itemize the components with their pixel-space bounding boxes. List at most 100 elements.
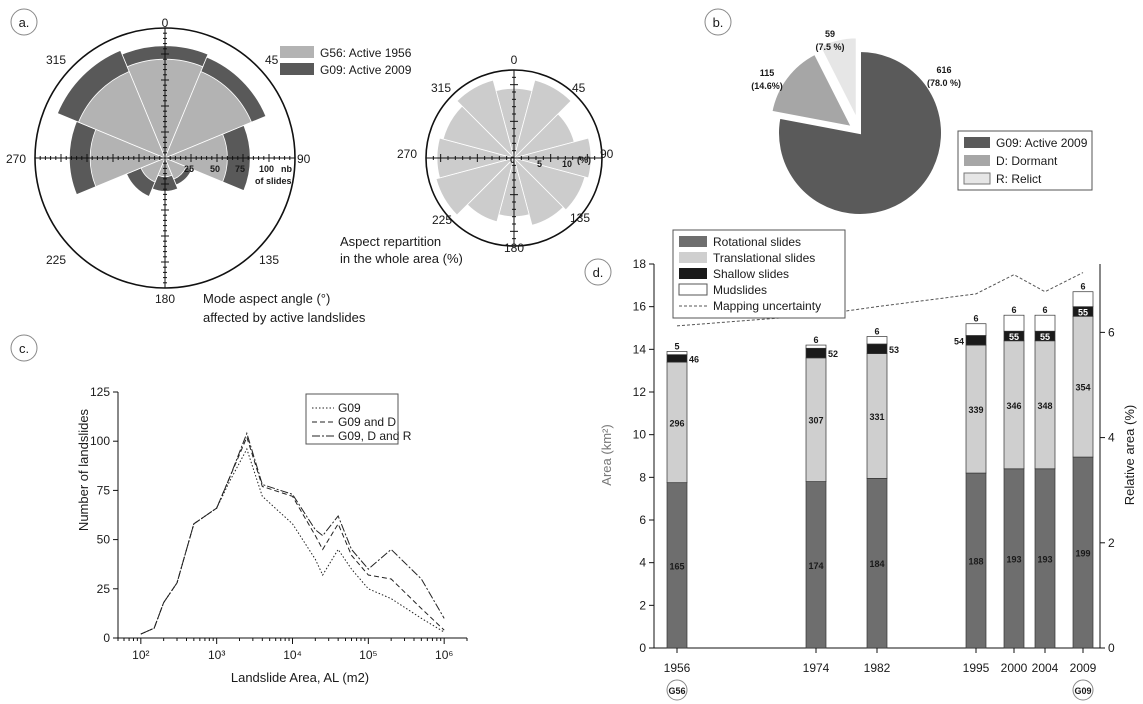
y-tick-label-d-right: 2 [1108,536,1115,550]
line-series-3 [140,431,445,635]
year-badge-label: G56 [668,686,685,696]
bar-mudslides-label: 6 [874,327,879,337]
bar-mudslides-label: 5 [674,341,679,351]
legend-swatch-rotational [679,236,707,247]
bar-mudslides [805,344,827,349]
bar-shallow-label: 46 [689,354,699,364]
rose-small-angle-90: 90 [600,147,614,161]
bar-translational-label: 354 [1075,383,1090,393]
legend-swatch-relict [963,172,991,185]
bar-translational-label: 296 [669,418,684,428]
legend-label-dormant: D: Dormant [996,154,1058,168]
pie-label-count-r: 59 [825,29,835,39]
bar-rotational-label: 193 [1037,554,1052,564]
legend-label-rotational: Rotational slides [713,235,801,249]
rose-main-unit-2: of slides [255,176,292,186]
panel-a: a. 0 45 90 135 180 225 270 315 25 50 75 … [6,8,614,325]
rose-main-angle-270: 270 [6,152,26,166]
bar-mudslides [1003,314,1025,332]
bar-translational-label: 307 [808,416,823,426]
y-tick-label-c: 100 [90,434,110,448]
legend-label-g09-c: G09 [338,401,361,415]
panel-d-label: d. [593,265,604,280]
rose-small-wedge [513,156,564,226]
rose-main-angle-135: 135 [259,253,279,267]
rose-main-rtick-75: 75 [235,164,245,174]
rose-main-rtick-100: 100 [259,164,274,174]
rose-small-wedge [512,157,586,211]
bar-shallow-label: 55 [1009,332,1019,342]
x-tick-label-c: 10⁶ [435,648,453,662]
rose-small-caption-1: Aspect repartition [340,234,441,249]
x-tick-label-c: 10² [132,648,149,662]
bar-shallow-label: 55 [1078,307,1088,317]
panel-d-badge [584,258,612,286]
x-tick-label-d: 1956 [664,661,691,675]
y-tick-label-d-right: 6 [1108,325,1115,339]
rose-small-angle-225: 225 [432,213,452,227]
pie-label-pct-a: (78.0 %) [927,78,961,88]
y-tick-label-d: 2 [639,598,646,612]
rose-small-rtick-5: 5 [537,159,542,169]
rose-main-caption-2: affected by active landslides [203,310,366,325]
rose-main-unit: nb [281,164,292,174]
y-tick-label-d: 10 [633,428,647,442]
pie-label-pct-d: (14.6%) [751,81,783,91]
bar-mudslides-label: 6 [813,335,818,345]
y-tick-label-c: 125 [90,385,110,399]
rose-small [425,69,603,247]
bar-shallow [666,354,688,363]
legend-label-g56: G56: Active 1956 [320,46,412,60]
rose-main-wedge-g56 [164,71,252,159]
x-tick-label-d: 2000 [1001,661,1028,675]
bar-mudslides [866,336,888,345]
y-tick-label-c: 25 [97,582,111,596]
bar-mudslides [1034,314,1056,332]
bar-translational-label: 339 [968,405,983,415]
rose-main-angle-0: 0 [162,16,169,30]
x-tick-label-d: 2009 [1070,661,1097,675]
y-tick-label-d: 8 [639,470,646,484]
y-tick-label-d: 18 [633,257,647,271]
rose-small-angle-0: 0 [511,53,518,67]
bar-mudslides [1072,291,1094,308]
legend-label-g09-d-r: G09, D and R [338,429,412,443]
bar-mudslides-label: 6 [1042,305,1047,315]
legend-label-uncertainty: Mapping uncertainty [713,299,821,313]
bar-rotational-label: 174 [808,561,823,571]
panel-d: d. 02468101214161802461652964651956G5617… [584,229,1137,701]
pie-label-pct-r: (7.5 %) [815,42,844,52]
panel-a-label: a. [19,15,30,30]
bar-mudslides [666,351,688,356]
y-tick-label-c: 0 [103,631,110,645]
bar-mudslides-label: 6 [973,314,978,324]
y-tick-label-c: 50 [97,533,111,547]
bar-translational-label: 346 [1006,401,1021,411]
rose-small-angle-270: 270 [397,147,417,161]
pie-slice-active [777,49,943,216]
line-series-1 [140,447,445,635]
line-chart: 0 25 50 75 100 125 10² 10³ 10⁴ 10⁵ 10⁶ [90,385,468,662]
legend-swatch-translational [679,252,707,263]
rose-small-angle-45: 45 [572,81,586,95]
mapping-uncertainty-line [676,272,1084,327]
legend-label-mudslides: Mudslides [713,283,767,297]
bar-mudslides-label: 6 [1011,305,1016,315]
y-tick-label-d-right: 0 [1108,641,1115,655]
bar-mudslides-label: 6 [1080,282,1085,292]
bar-shallow [965,335,987,346]
y-tick-label-d-right: 4 [1108,431,1115,445]
panel-b-badge [704,8,732,36]
line-legend: G09 G09 and D G09, D and R [305,393,412,445]
panel-c: c. 0 25 50 75 100 125 10² 10³ 10⁴ 10⁵ 10⁶ Number o… [10,334,468,685]
y-axis-label-c: Number of landslides [76,408,91,531]
pie-slice-relict [818,36,858,120]
bar-translational-label: 331 [869,412,884,422]
rose-small-rtick-10: 10 [562,159,572,169]
bar-rotational-label: 165 [669,561,684,571]
rose-small-wedge [456,79,515,160]
year-badge [666,679,688,701]
legend-swatch-g09 [280,63,314,75]
legend-swatch-dormant [964,155,990,166]
